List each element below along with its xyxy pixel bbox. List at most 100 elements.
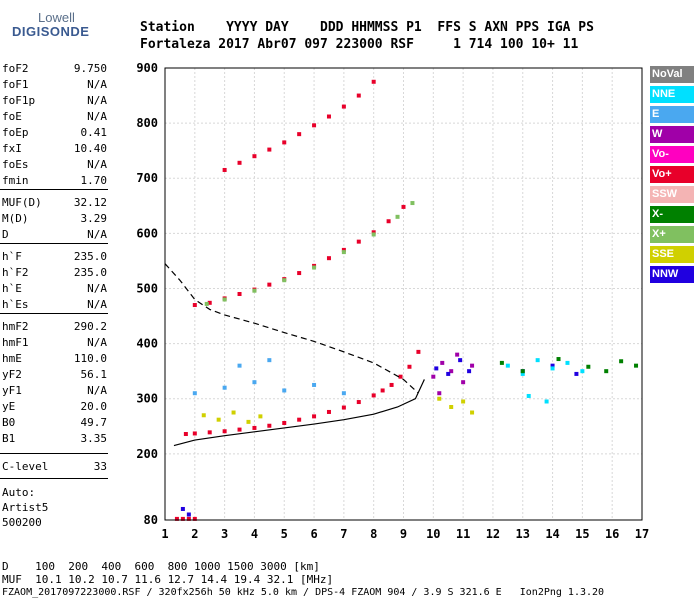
- echo-point: [237, 160, 242, 165]
- param-value: 49.7: [80, 416, 108, 429]
- param-key: B0: [2, 416, 16, 429]
- legend-item: Vo-: [650, 146, 694, 163]
- echo-point: [326, 256, 331, 261]
- echo-point: [207, 430, 212, 435]
- echo-point: [326, 409, 331, 414]
- param-key: yE: [2, 400, 16, 413]
- param-key: D: [2, 228, 9, 241]
- echo-point: [565, 360, 570, 365]
- param-key: yF1: [2, 384, 22, 397]
- legend-item: Vo+: [650, 166, 694, 183]
- echo-point: [237, 292, 242, 296]
- echo-point: [389, 382, 394, 387]
- param-value: N/A: [87, 110, 107, 123]
- echo-point: [207, 300, 212, 305]
- echo-point: [526, 393, 531, 398]
- echo-point: [604, 369, 609, 374]
- param-value: 3.29: [80, 212, 108, 225]
- echo-point: [252, 154, 257, 159]
- x-tick-label: 1: [161, 527, 168, 541]
- echo-point: [341, 104, 346, 109]
- echo-point: [410, 201, 415, 206]
- echo-point: [371, 230, 376, 235]
- echo-point: [192, 516, 197, 521]
- logo-lowell: Lowell: [38, 10, 75, 25]
- chart-echoes: [174, 79, 639, 521]
- echo-point: [434, 366, 439, 371]
- echo-point: [416, 349, 421, 354]
- auto-artist: Artist5: [2, 501, 49, 514]
- echo-point: [192, 431, 197, 436]
- echo-point: [258, 414, 263, 419]
- echo-point: [550, 363, 555, 368]
- echo-point: [267, 358, 272, 363]
- echo-point: [201, 413, 206, 418]
- density-dashed-line: [164, 263, 419, 394]
- param-value: 3.35: [80, 432, 108, 445]
- echo-point: [574, 371, 579, 376]
- x-tick-label: 5: [281, 527, 288, 541]
- echo-point: [180, 506, 185, 511]
- param-value: N/A: [87, 94, 107, 107]
- echo-point: [470, 410, 475, 415]
- echo-point: [297, 271, 302, 276]
- echo-point: [380, 388, 385, 393]
- footer-distance-row: D 100 200 400 600 800 1000 1500 3000 [km…: [2, 560, 320, 573]
- auto-version: 500200: [2, 516, 42, 529]
- param-value: 32.12: [73, 196, 107, 209]
- echo-point: [449, 405, 454, 409]
- echo-point: [499, 360, 504, 365]
- echo-point: [326, 114, 331, 119]
- header-row-2: Fortaleza 2017 Abr07 097 223000 RSF 1 71…: [140, 37, 579, 52]
- x-tick-label: 16: [605, 527, 619, 541]
- echo-point: [186, 512, 191, 517]
- echo-point: [455, 352, 460, 357]
- echo-point: [535, 358, 540, 363]
- param-value: 10.40: [73, 142, 107, 155]
- param-key: M(D): [2, 212, 29, 225]
- echo-point: [580, 369, 585, 374]
- legend-item: X-: [650, 206, 694, 223]
- echo-point: [634, 363, 639, 368]
- param-value: N/A: [87, 336, 107, 349]
- x-tick-label: 8: [370, 527, 377, 541]
- param-value: 20.0: [80, 400, 108, 413]
- echo-point: [371, 232, 376, 237]
- param-separator: [0, 313, 108, 314]
- echo-point: [282, 388, 287, 393]
- echo-point: [407, 364, 412, 369]
- echo-point: [356, 93, 361, 98]
- x-tick-label: 9: [400, 527, 407, 541]
- x-tick-label: 10: [426, 527, 440, 541]
- echo-point: [222, 429, 227, 434]
- echo-point: [446, 371, 451, 376]
- y-tick-label: 400: [136, 337, 158, 351]
- echo-point: [356, 239, 361, 244]
- echo-point: [222, 167, 227, 172]
- echo-point: [544, 399, 549, 404]
- legend-item: NoVal: [650, 66, 694, 83]
- echo-point: [437, 391, 442, 396]
- echo-point: [371, 393, 376, 398]
- echo-point: [267, 147, 272, 152]
- echo-point: [267, 282, 272, 287]
- legend-item: NNE: [650, 86, 694, 103]
- echo-point: [386, 219, 391, 224]
- echo-point: [252, 425, 257, 430]
- echo-point: [461, 399, 466, 404]
- echo-point: [252, 288, 257, 293]
- x-tick-label: 6: [310, 527, 317, 541]
- param-key: foF1: [2, 78, 29, 91]
- param-value: 56.1: [80, 368, 108, 381]
- legend-item: NNW: [650, 266, 694, 283]
- echo-point: [341, 391, 346, 396]
- param-value: 290.2: [73, 320, 107, 333]
- echo-point: [440, 360, 445, 365]
- echo-point: [192, 303, 197, 308]
- echo-point: [237, 427, 242, 432]
- x-tick-label: 11: [456, 527, 470, 541]
- echo-point: [341, 405, 346, 410]
- chart-axes: 1 2 3 4 5 6 7 8 9 10 11 12 13 14 15 16 17802003004005006…: [136, 61, 649, 541]
- y-tick-label: 500: [136, 281, 158, 295]
- param-value: 9.750: [73, 62, 107, 75]
